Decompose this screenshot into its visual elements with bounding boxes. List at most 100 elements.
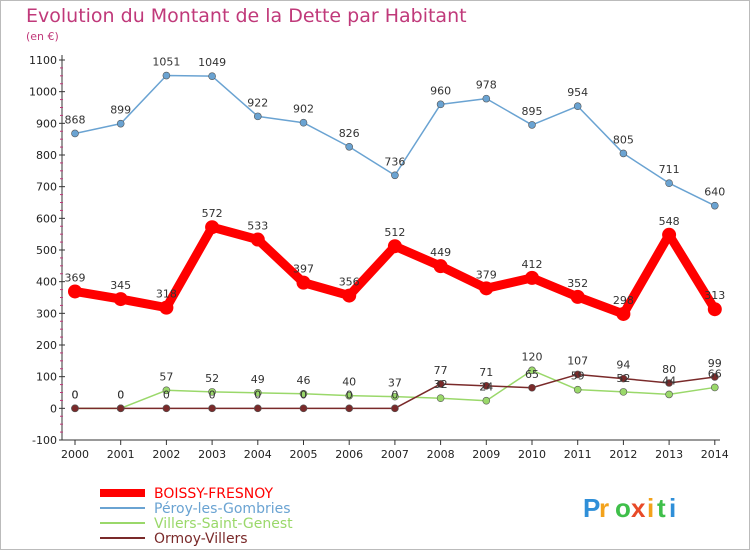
data-label: 397 xyxy=(293,263,314,276)
data-point xyxy=(482,396,491,405)
data-label: 46 xyxy=(297,374,311,387)
data-point xyxy=(436,380,445,388)
data-label: 0 xyxy=(72,388,79,401)
data-label: 59 xyxy=(571,370,585,383)
data-label: 805 xyxy=(613,133,634,146)
data-label: 44 xyxy=(662,374,676,387)
data-point xyxy=(208,388,216,396)
data-label: 57 xyxy=(159,370,173,383)
data-point xyxy=(250,232,265,247)
data-point xyxy=(387,239,402,254)
data-point xyxy=(253,112,262,121)
data-point xyxy=(665,179,673,187)
data-point xyxy=(113,292,128,307)
data-label: 922 xyxy=(247,96,268,109)
data-label: 0 xyxy=(391,388,398,401)
data-label: 0 xyxy=(346,388,353,401)
chart-title: Evolution du Montant de la Dette par Hab… xyxy=(26,5,467,27)
data-point xyxy=(71,404,79,413)
y-tick-label: 1100 xyxy=(29,54,57,67)
data-label: 24 xyxy=(479,381,493,394)
data-label: 960 xyxy=(430,84,451,97)
legend-label-2: Villers-Saint-Genest xyxy=(154,516,293,532)
data-label: 298 xyxy=(613,294,634,307)
data-point xyxy=(479,281,494,296)
data-label: 369 xyxy=(65,271,86,284)
data-point xyxy=(208,72,216,80)
data-label: 0 xyxy=(163,388,170,401)
data-label: 313 xyxy=(704,289,725,302)
data-point xyxy=(299,118,308,127)
data-label: 1051 xyxy=(152,56,180,69)
y-tick-label: 200 xyxy=(36,339,57,352)
data-label: 94 xyxy=(616,359,630,372)
data-point xyxy=(665,390,673,399)
x-tick-label: 2003 xyxy=(198,448,226,461)
data-label: 572 xyxy=(202,207,223,220)
data-label: 0 xyxy=(209,388,216,401)
brand-letter: i xyxy=(647,493,654,523)
data-point xyxy=(162,386,171,395)
data-point xyxy=(662,227,677,242)
data-point xyxy=(345,391,354,400)
data-label: 1049 xyxy=(198,56,226,69)
brand-letter: P xyxy=(583,493,600,523)
data-point xyxy=(710,373,719,381)
data-label: 356 xyxy=(339,276,360,289)
proxiti-logo: Pr o x i t i xyxy=(583,493,676,523)
data-point xyxy=(707,302,722,317)
data-label: 77 xyxy=(434,364,448,377)
legend-label-0: BOISSY-FRESNOY xyxy=(154,486,273,502)
y-tick-label: 800 xyxy=(36,149,57,162)
data-label: 0 xyxy=(117,388,124,401)
data-point xyxy=(616,306,631,321)
data-point xyxy=(573,385,582,394)
y-tick-label: 1000 xyxy=(29,86,57,99)
data-label: 826 xyxy=(339,127,360,140)
y-tick-label: 0 xyxy=(50,402,57,415)
data-point xyxy=(116,404,125,413)
data-label: 65 xyxy=(525,368,539,381)
data-point xyxy=(710,383,719,392)
y-tick-label: 100 xyxy=(36,371,57,384)
data-point xyxy=(159,300,174,315)
data-label: 0 xyxy=(117,388,124,401)
data-label: 902 xyxy=(293,103,314,116)
data-point xyxy=(342,288,357,303)
data-label: 120 xyxy=(522,350,543,363)
data-point xyxy=(299,389,308,398)
data-label: 32 xyxy=(434,378,448,391)
data-point xyxy=(619,149,628,158)
data-point xyxy=(68,284,82,299)
y-tick-label: 900 xyxy=(36,117,57,130)
data-point xyxy=(619,388,628,396)
data-point xyxy=(436,100,445,109)
data-point xyxy=(391,392,399,401)
data-point xyxy=(299,404,308,413)
data-label: 512 xyxy=(384,226,405,239)
data-label: 107 xyxy=(567,354,588,367)
data-label: 954 xyxy=(567,86,588,99)
data-label: 352 xyxy=(567,277,588,290)
data-label: 711 xyxy=(659,163,680,176)
y-tick-label: 600 xyxy=(36,212,57,225)
data-point xyxy=(528,366,536,375)
data-label: 0 xyxy=(72,388,79,401)
data-label: 99 xyxy=(708,357,722,370)
data-point xyxy=(433,259,448,274)
data-point xyxy=(253,389,262,397)
data-point xyxy=(482,382,491,390)
brand-letter: x xyxy=(631,493,646,523)
data-label: 52 xyxy=(205,372,219,385)
x-tick-label: 2013 xyxy=(655,448,683,461)
data-point xyxy=(528,121,536,129)
chart-subtitle: (en €) xyxy=(26,30,59,43)
data-label: 49 xyxy=(251,373,265,386)
data-label: 548 xyxy=(659,215,680,228)
legend-label-3: Ormoy-Villers xyxy=(154,531,248,547)
data-point xyxy=(665,379,673,387)
x-tick-label: 2006 xyxy=(335,448,363,461)
data-label: 0 xyxy=(254,388,261,401)
x-tick-label: 2004 xyxy=(244,448,272,461)
